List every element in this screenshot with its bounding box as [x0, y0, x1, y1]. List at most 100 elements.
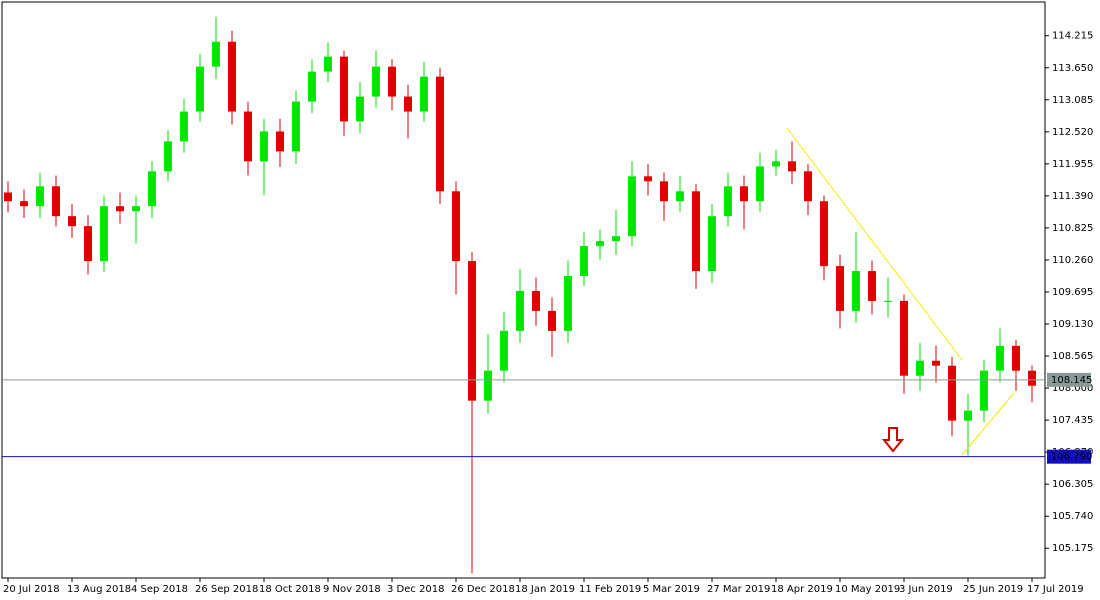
candle-body — [772, 161, 780, 167]
candle-body — [84, 226, 92, 262]
x-tick-label: 17 Jul 2019 — [1027, 584, 1084, 595]
candle-body — [244, 111, 252, 162]
candle-body — [564, 275, 572, 331]
x-tick-label: 3 Jun 2019 — [899, 584, 953, 595]
x-tick-label: 27 Mar 2019 — [707, 584, 770, 595]
candle-body — [692, 191, 700, 272]
candle-body — [308, 71, 316, 102]
candle-body — [532, 290, 540, 311]
candle-body — [724, 186, 732, 217]
candle-body — [948, 365, 956, 421]
y-tick-label: 108.000 — [1052, 383, 1093, 394]
x-tick-label: 18 Oct 2018 — [259, 584, 321, 595]
candle-body — [980, 370, 988, 411]
candle-body — [260, 131, 268, 162]
candle-body — [452, 191, 460, 262]
candle-body — [868, 271, 876, 301]
y-tick-label: 113.085 — [1052, 95, 1093, 106]
x-tick-label: 20 Jul 2018 — [3, 584, 60, 595]
x-tick-label: 11 Feb 2019 — [579, 584, 641, 595]
candle-body — [660, 181, 668, 202]
trend-line — [961, 392, 1015, 456]
candle-body — [916, 360, 924, 376]
candle-body — [436, 76, 444, 192]
plot-border — [1, 1, 1046, 579]
candle-body — [516, 290, 524, 331]
candle-body — [148, 171, 156, 207]
candle-body — [708, 216, 716, 272]
x-tick-label: 9 Nov 2018 — [323, 584, 381, 595]
candle-body — [548, 310, 556, 331]
x-tick-label: 5 Mar 2019 — [643, 584, 700, 595]
candle-body — [852, 271, 860, 311]
candle-body — [68, 216, 76, 227]
candle-body — [196, 66, 204, 112]
y-tick-label: 105.740 — [1052, 511, 1093, 522]
y-tick-label: 110.825 — [1052, 223, 1093, 234]
candle-body — [676, 191, 684, 202]
x-tick-label: 3 Dec 2018 — [387, 584, 445, 595]
price-level-box — [1047, 372, 1091, 387]
candle-body — [420, 76, 428, 112]
y-tick-label: 109.695 — [1052, 287, 1093, 298]
y-tick-label: 108.565 — [1052, 351, 1093, 362]
y-tick-label: 105.175 — [1052, 543, 1093, 554]
candle-body — [740, 186, 748, 202]
candle-body — [468, 261, 476, 401]
candle-body — [596, 241, 604, 247]
candle-body — [644, 176, 652, 182]
down-arrow — [881, 427, 905, 453]
y-tick-label: 111.955 — [1052, 159, 1093, 170]
candle-body — [388, 66, 396, 97]
y-tick-label: 114.215 — [1052, 31, 1093, 42]
y-tick-label: 111.390 — [1052, 191, 1093, 202]
candle-body — [20, 201, 28, 207]
y-tick-label: 112.520 — [1052, 127, 1093, 138]
x-tick-label: 13 Aug 2018 — [67, 584, 131, 595]
candle-body — [500, 330, 508, 371]
candle-body — [52, 186, 60, 217]
candle-body — [356, 96, 364, 122]
candle-body — [292, 101, 300, 152]
price-level-box — [1047, 449, 1091, 464]
candle-body — [1012, 345, 1020, 371]
candle-body — [932, 360, 940, 366]
candle-body — [116, 206, 124, 212]
plot-area — [4, 16, 1036, 574]
candle-body — [612, 236, 620, 242]
candle-body — [1028, 370, 1036, 386]
candle-body — [340, 56, 348, 122]
candle-body — [4, 192, 12, 202]
candle-body — [276, 131, 284, 152]
y-tick-label: 110.260 — [1052, 255, 1093, 266]
candle-body — [100, 206, 108, 262]
trend-line — [786, 127, 963, 361]
candle-body — [884, 300, 892, 302]
candle-body — [228, 41, 236, 112]
y-tick-label: 109.130 — [1052, 319, 1093, 330]
candle-body — [836, 266, 844, 311]
x-tick-label: 25 Jun 2019 — [963, 584, 1023, 595]
x-tick-label: 26 Dec 2018 — [451, 584, 515, 595]
candle-body — [484, 370, 492, 401]
candle-body — [164, 141, 172, 172]
candle-body — [580, 246, 588, 276]
y-tick-label: 106.305 — [1052, 479, 1093, 490]
y-tick-label: 107.435 — [1052, 415, 1093, 426]
candle-body — [900, 300, 908, 376]
candle-body — [804, 171, 812, 202]
candle-body — [324, 56, 332, 72]
x-tick-label: 10 May 2019 — [835, 584, 900, 595]
candle-body — [820, 201, 828, 267]
x-tick-label: 4 Sep 2018 — [131, 584, 188, 595]
candle-body — [628, 176, 636, 237]
candle-body — [372, 66, 380, 97]
candle-body — [404, 96, 412, 112]
candle-body — [964, 410, 972, 421]
x-tick-label: 18 Apr 2019 — [771, 584, 833, 595]
candle-body — [132, 206, 140, 212]
price-level-label: 106.790 — [1051, 452, 1092, 463]
candle-body — [180, 111, 188, 142]
